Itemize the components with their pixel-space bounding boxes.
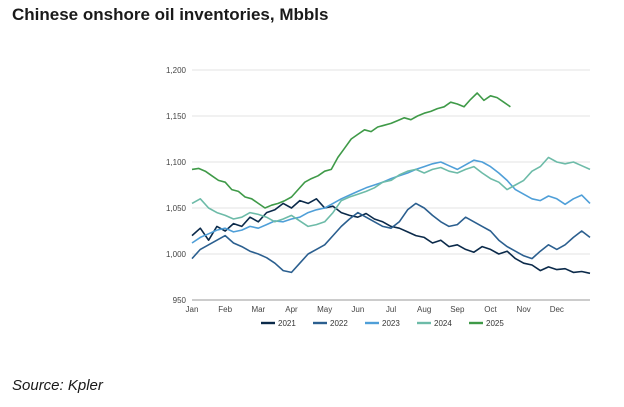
x-tick-label: Jul: [386, 305, 396, 314]
legend-label-2021: 2021: [278, 319, 296, 328]
source-note: Source: Kpler: [12, 377, 103, 394]
x-tick-label: Dec: [550, 305, 564, 314]
legend-label-2022: 2022: [330, 319, 348, 328]
y-tick-label: 1,000: [166, 250, 187, 259]
chart-title: Chinese onshore oil inventories, Mbbls: [12, 5, 329, 24]
x-tick-label: Feb: [218, 305, 232, 314]
x-tick-label: Sep: [450, 305, 465, 314]
x-tick-label: Nov: [517, 305, 531, 314]
series-line-2024: [191, 156, 591, 228]
y-tick-label: 1,100: [166, 158, 187, 167]
series-line-2023: [191, 159, 591, 244]
x-tick-label: Aug: [417, 305, 431, 314]
x-tick-label: Mar: [251, 305, 265, 314]
series-line-2025: [191, 92, 511, 209]
x-tick-label: Apr: [285, 305, 298, 314]
chart-svg: 950 1,000 1,050 1,100 1,150 1,200 Jan Feb Mar Apr…: [166, 66, 591, 328]
line-chart: 950 1,000 1,050 1,100 1,150 1,200 Jan Feb Mar Apr…: [150, 58, 605, 338]
legend-label-2023: 2023: [382, 319, 400, 328]
legend-label-2025: 2025: [486, 319, 504, 328]
legend-label-2024: 2024: [434, 319, 452, 328]
x-tick-label: May: [317, 305, 332, 314]
y-tick-label: 1,050: [166, 204, 187, 213]
y-tick-label: 1,150: [166, 112, 187, 121]
y-tick-label: 950: [173, 296, 187, 305]
x-tick-label: Jan: [186, 305, 199, 314]
series-line-2021: [191, 198, 591, 275]
series-line-2022: [191, 202, 591, 274]
x-tick-label: Jun: [351, 305, 364, 314]
x-tick-label: Oct: [484, 305, 497, 314]
y-tick-label: 1,200: [166, 66, 187, 75]
